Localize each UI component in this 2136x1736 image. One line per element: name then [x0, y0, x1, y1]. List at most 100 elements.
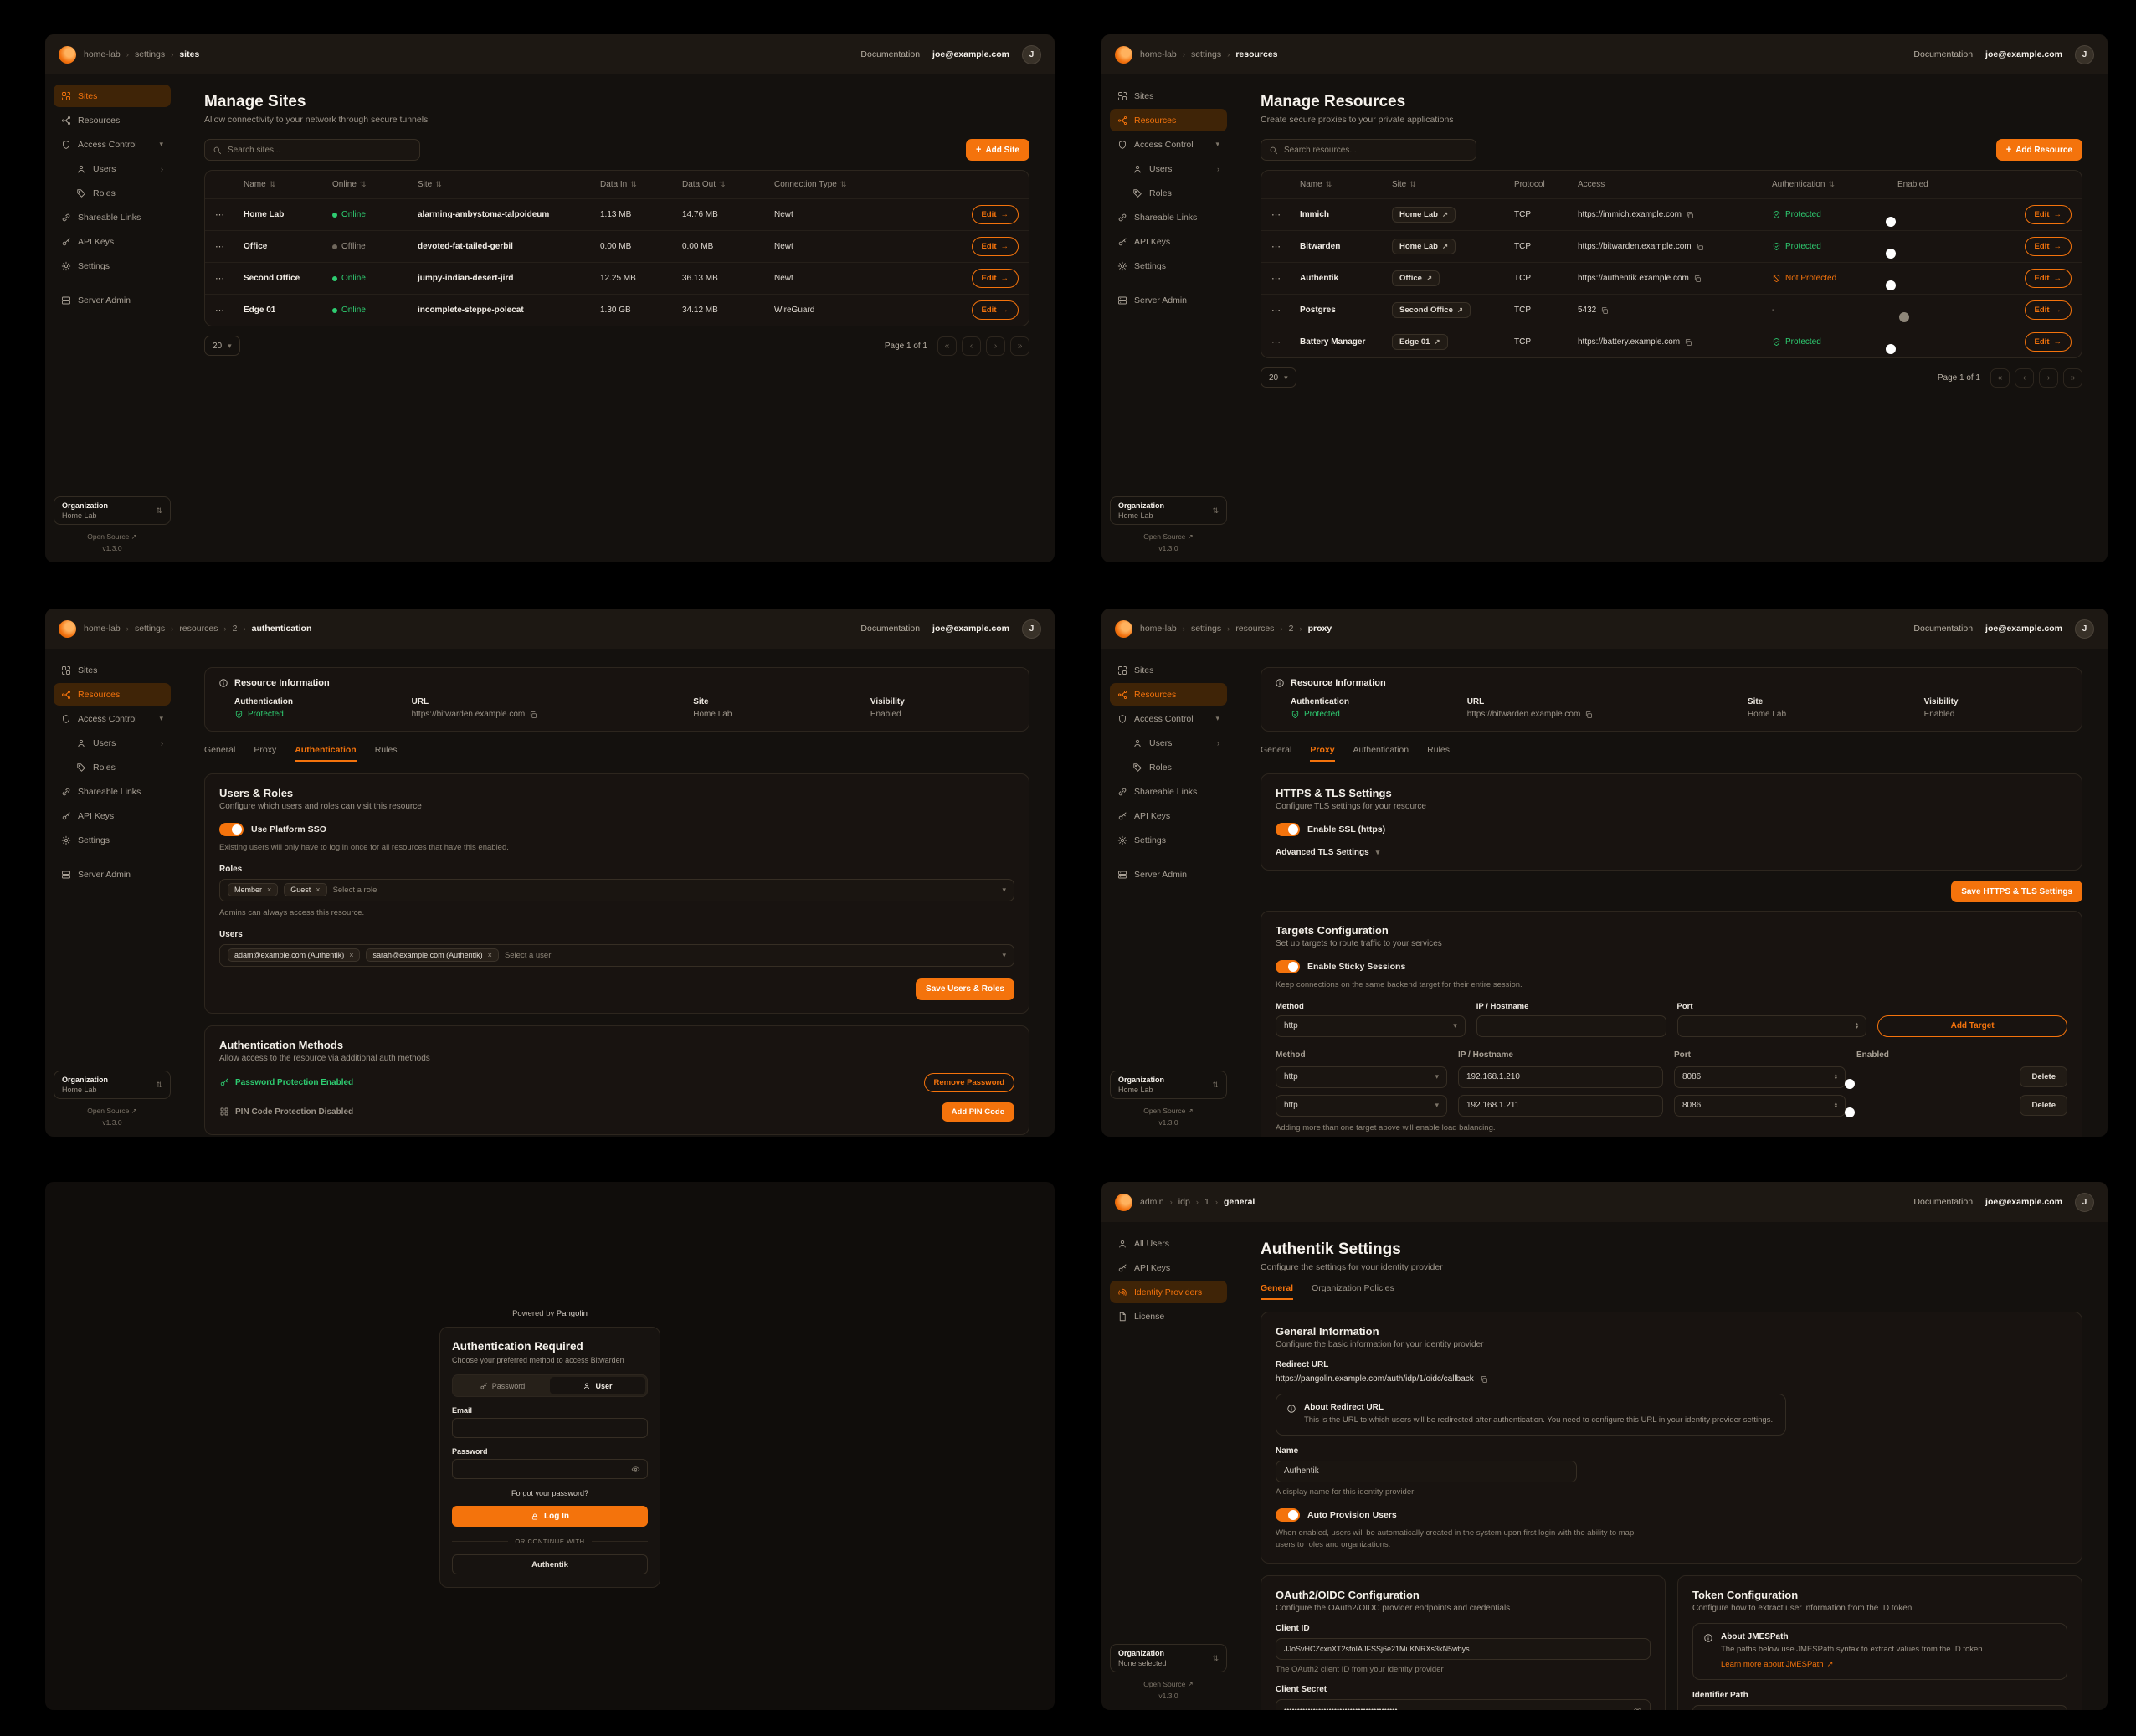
copy-icon[interactable]: [1600, 306, 1609, 315]
row-menu-icon[interactable]: ⋯: [1271, 306, 1281, 316]
sidebar-item-settings[interactable]: Settings: [1110, 829, 1227, 851]
roles-multiselect[interactable]: Member × Guest × Select a role ▾: [219, 878, 1014, 901]
sidebar-item-identity-providers[interactable]: Identity Providers: [1110, 1281, 1227, 1303]
row-menu-icon[interactable]: ⋯: [1271, 210, 1281, 220]
stepper-icons[interactable]: ▴ ▾: [1834, 1100, 1837, 1110]
sidebar-item-resources[interactable]: Resources: [1110, 683, 1227, 706]
method-select[interactable]: http ▾: [1276, 1094, 1447, 1117]
remove-chip-icon[interactable]: ×: [487, 951, 492, 960]
sidebar-item-users[interactable]: Users ›: [1125, 732, 1227, 754]
sidebar-item-users[interactable]: Users ›: [1125, 157, 1227, 180]
sidebar-item-resources[interactable]: Resources: [1110, 109, 1227, 131]
tab-general[interactable]: General: [1261, 1283, 1294, 1300]
last-page-button[interactable]: »: [1010, 336, 1029, 356]
prev-page-button[interactable]: ‹: [962, 336, 981, 356]
documentation-link[interactable]: Documentation: [1913, 624, 1974, 634]
port-input[interactable]: ▴▾: [1676, 1014, 1867, 1037]
pangolin-logo-icon[interactable]: [1115, 619, 1132, 638]
sticky-sessions-toggle[interactable]: [1276, 960, 1300, 973]
breadcrumb-item[interactable]: 1: [1204, 1197, 1209, 1207]
remove-password-button[interactable]: Remove Password: [923, 1072, 1014, 1092]
tab-general[interactable]: General: [204, 745, 236, 755]
delete-target-button[interactable]: Delete: [2020, 1095, 2067, 1117]
row-menu-icon[interactable]: ⋯: [215, 274, 224, 284]
avatar[interactable]: J: [1022, 44, 1041, 64]
client-id-input[interactable]: [1276, 1638, 1651, 1661]
sidebar-item-shareable-links[interactable]: Shareable Links: [1110, 780, 1227, 803]
breadcrumb-item[interactable]: resources: [1235, 624, 1275, 634]
port-input[interactable]: ▴▾: [1674, 1066, 1846, 1088]
auto-provision-toggle[interactable]: [1276, 1507, 1300, 1522]
column-data-in[interactable]: Data In ⇅: [600, 180, 637, 189]
next-page-button[interactable]: ›: [2039, 367, 2058, 388]
remove-chip-icon[interactable]: ×: [316, 886, 321, 895]
sidebar-item-sites[interactable]: Sites: [54, 85, 171, 107]
copy-icon[interactable]: [1693, 275, 1702, 283]
user-email[interactable]: joe@example.com: [932, 624, 1009, 634]
add-pin-code-button[interactable]: Add PIN Code: [941, 1102, 1014, 1122]
sidebar-item-roles[interactable]: Roles: [1125, 756, 1227, 778]
first-page-button[interactable]: «: [937, 336, 957, 356]
sidebar-item-roles[interactable]: Roles: [1125, 182, 1227, 204]
avatar[interactable]: J: [2075, 1192, 2094, 1212]
breadcrumb-item[interactable]: admin: [1140, 1197, 1164, 1207]
sidebar-item-license[interactable]: License: [1110, 1305, 1227, 1328]
column-site[interactable]: Site ⇅: [418, 180, 442, 189]
sidebar-item-access-control[interactable]: Access Control ▾: [54, 133, 171, 156]
port-input[interactable]: ▴▾: [1674, 1094, 1846, 1117]
log-in-button[interactable]: Log In: [452, 1506, 648, 1527]
copy-icon[interactable]: [1696, 243, 1704, 251]
enable-ssl-toggle[interactable]: [1276, 823, 1300, 836]
sidebar-item-sites[interactable]: Sites: [1110, 85, 1227, 107]
organization-selector[interactable]: Organization Home Lab ⇅: [54, 496, 171, 525]
breadcrumb-item[interactable]: home-lab: [1140, 49, 1177, 59]
last-page-button[interactable]: »: [2063, 367, 2082, 388]
open-source-link[interactable]: Open Source ↗: [87, 532, 137, 541]
row-menu-icon[interactable]: ⋯: [215, 306, 224, 316]
eye-icon[interactable]: [631, 1465, 640, 1474]
tab-organization-policies[interactable]: Organization Policies: [1312, 1283, 1394, 1293]
copy-icon[interactable]: [1480, 1375, 1488, 1384]
sidebar-item-server-admin[interactable]: Server Admin: [1110, 863, 1227, 886]
page-size-select[interactable]: 20 ▾: [204, 336, 240, 356]
identifier-path-input[interactable]: [1692, 1705, 2067, 1710]
copy-icon[interactable]: [1686, 211, 1694, 219]
edit-button[interactable]: Edit →: [971, 300, 1019, 320]
column-data-out[interactable]: Data Out ⇅: [682, 180, 726, 189]
sidebar-item-settings[interactable]: Settings: [54, 254, 171, 277]
password-field[interactable]: [452, 1459, 648, 1479]
remove-chip-icon[interactable]: ×: [267, 886, 272, 895]
sidebar-item-server-admin[interactable]: Server Admin: [1110, 289, 1227, 311]
breadcrumb-item[interactable]: settings: [134, 49, 166, 59]
site-link[interactable]: Office ↗: [1392, 270, 1440, 286]
open-source-link[interactable]: Open Source ↗: [1143, 1107, 1194, 1115]
open-source-link[interactable]: Open Source ↗: [1143, 532, 1194, 541]
tab-authentication[interactable]: Authentication: [295, 745, 357, 762]
tab-general[interactable]: General: [1261, 745, 1292, 755]
breadcrumb-item[interactable]: home-lab: [84, 624, 121, 634]
name-input[interactable]: [1276, 1460, 1577, 1482]
row-menu-icon[interactable]: ⋯: [1271, 242, 1281, 252]
sidebar-item-users[interactable]: Users ›: [69, 732, 171, 754]
sidebar-item-shareable-links[interactable]: Shareable Links: [54, 206, 171, 229]
documentation-link[interactable]: Documentation: [860, 624, 921, 634]
sidebar-item-access-control[interactable]: Access Control ▾: [54, 707, 171, 730]
user-email[interactable]: joe@example.com: [1985, 1197, 2062, 1207]
email-field[interactable]: [452, 1418, 648, 1438]
users-multiselect[interactable]: adam@example.com (Authentik) × sarah@exam…: [219, 943, 1014, 967]
jmespath-link[interactable]: Learn more about JMESPath ↗: [1721, 1660, 1834, 1670]
user-email[interactable]: joe@example.com: [1985, 49, 2062, 59]
sidebar-item-access-control[interactable]: Access Control ▾: [1110, 707, 1227, 730]
edit-button[interactable]: Edit →: [2024, 237, 2072, 256]
eye-icon[interactable]: [1633, 1706, 1642, 1710]
edit-button[interactable]: Edit →: [2024, 332, 2072, 352]
sidebar-item-shareable-links[interactable]: Shareable Links: [1110, 206, 1227, 229]
sidebar-item-shareable-links[interactable]: Shareable Links: [54, 780, 171, 803]
copy-icon[interactable]: [1684, 338, 1692, 347]
column-online[interactable]: Online ⇅: [332, 180, 367, 189]
pangolin-link[interactable]: Pangolin: [556, 1309, 588, 1318]
ip-hostname-input[interactable]: [1476, 1014, 1666, 1037]
sidebar-item-api-keys[interactable]: API Keys: [54, 230, 171, 253]
edit-button[interactable]: Edit →: [971, 269, 1019, 288]
edit-button[interactable]: Edit →: [2024, 300, 2072, 320]
